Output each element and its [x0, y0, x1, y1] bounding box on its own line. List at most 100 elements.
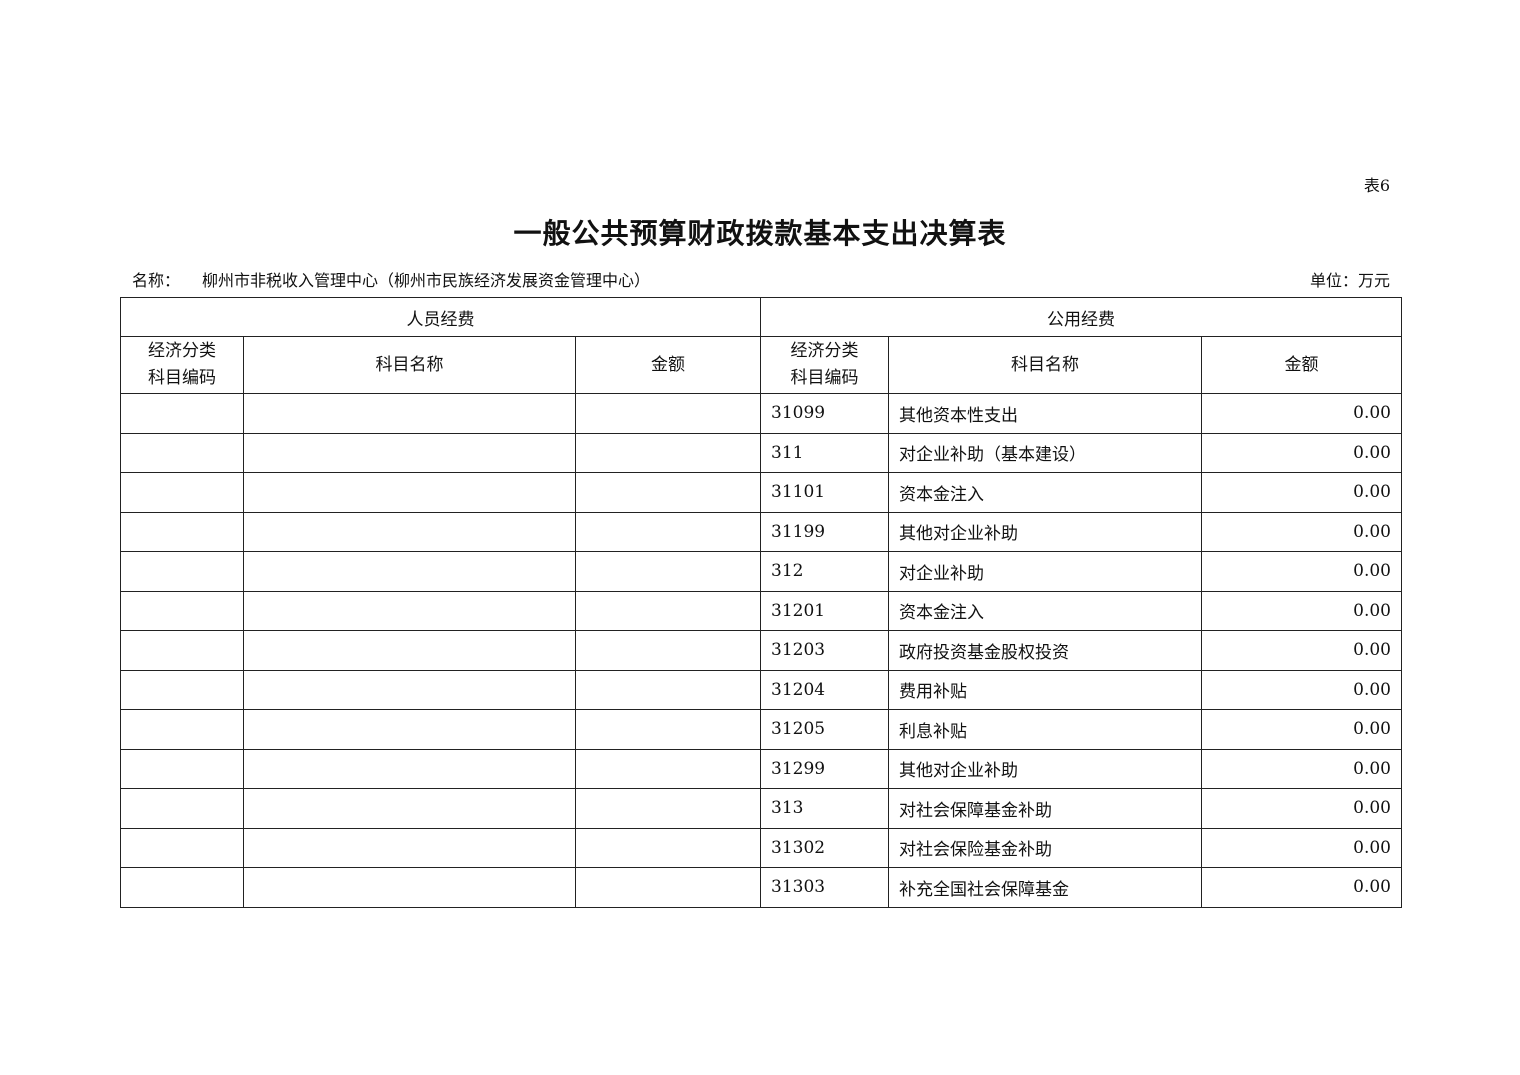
personnel-code-cell	[120, 393, 244, 434]
organization: 名称： 柳州市非税收入管理中心（柳州市民族经济发展资金管理中心）	[132, 267, 650, 291]
public-name-cell: 对企业补助（基本建设）	[888, 432, 1202, 473]
personnel-name-cell	[243, 788, 576, 829]
public-amount-cell: 0.00	[1201, 630, 1402, 671]
expenditure-table: 人员经费 公用经费 经济分类 科目编码 科目名称 金额 经济分类 科目编码 科目名称…	[120, 297, 1402, 908]
col-code-line1: 经济分类	[790, 341, 859, 361]
personnel-amount-cell	[575, 867, 761, 908]
table-row: 31204 费用补贴 0.00	[120, 669, 1402, 710]
col-code-personnel: 经济分类 科目编码	[120, 336, 244, 394]
personnel-name-cell	[243, 867, 576, 908]
personnel-code-cell	[120, 788, 244, 829]
col-name-public: 科目名称	[888, 336, 1202, 394]
public-amount-cell: 0.00	[1201, 748, 1402, 789]
public-amount-cell: 0.00	[1201, 788, 1402, 829]
public-name-cell: 资本金注入	[888, 472, 1202, 513]
public-amount-cell: 0.00	[1201, 827, 1402, 868]
public-code-cell: 31204	[760, 669, 889, 710]
table-row: 31299 其他对企业补助 0.00	[120, 748, 1402, 789]
public-name-cell: 对社会保障基金补助	[888, 788, 1202, 829]
personnel-code-cell	[120, 551, 244, 592]
personnel-amount-cell	[575, 827, 761, 868]
personnel-amount-cell	[575, 788, 761, 829]
public-code-cell: 31099	[760, 393, 889, 434]
table-number: 表6	[1363, 176, 1390, 195]
public-amount-cell: 0.00	[1201, 709, 1402, 750]
personnel-name-cell	[243, 630, 576, 671]
personnel-amount-cell	[575, 551, 761, 592]
table-row: 31099 其他资本性支出 0.00	[120, 393, 1402, 434]
personnel-amount-cell	[575, 393, 761, 434]
public-code-cell: 31303	[760, 867, 889, 908]
public-amount-cell: 0.00	[1201, 669, 1402, 710]
col-code-line2: 科目编码	[790, 368, 859, 388]
public-amount-cell: 0.00	[1201, 393, 1402, 434]
public-code-cell: 31201	[760, 590, 889, 631]
personnel-name-cell	[243, 393, 576, 434]
public-amount-cell: 0.00	[1201, 867, 1402, 908]
table-row: 31303 补充全国社会保障基金 0.00	[120, 867, 1402, 908]
personnel-amount-cell	[575, 709, 761, 750]
personnel-code-cell	[120, 709, 244, 750]
public-amount-cell: 0.00	[1201, 511, 1402, 552]
public-code-cell: 31101	[760, 472, 889, 513]
personnel-code-cell	[120, 669, 244, 710]
col-code-line1: 经济分类	[148, 341, 216, 361]
personnel-code-cell	[120, 511, 244, 552]
col-code-public: 经济分类 科目编码	[760, 336, 889, 394]
personnel-amount-cell	[575, 669, 761, 710]
personnel-amount-cell	[575, 432, 761, 473]
org-label: 名称：	[132, 271, 181, 290]
public-amount-cell: 0.00	[1201, 472, 1402, 513]
personnel-amount-cell	[575, 511, 761, 552]
public-name-cell: 费用补贴	[888, 669, 1202, 710]
public-amount-cell: 0.00	[1201, 590, 1402, 631]
public-name-cell: 补充全国社会保障基金	[888, 867, 1202, 908]
public-name-cell: 其他对企业补助	[888, 748, 1202, 789]
personnel-amount-cell	[575, 630, 761, 671]
public-name-cell: 利息补贴	[888, 709, 1202, 750]
public-name-cell: 政府投资基金股权投资	[888, 630, 1202, 671]
personnel-name-cell	[243, 472, 576, 513]
public-name-cell: 资本金注入	[888, 590, 1202, 631]
public-amount-cell: 0.00	[1201, 551, 1402, 592]
public-name-cell: 其他对企业补助	[888, 511, 1202, 552]
public-code-cell: 311	[760, 432, 889, 473]
col-amount-public: 金额	[1201, 336, 1402, 394]
unit-label: 单位：万元	[1309, 271, 1390, 290]
personnel-name-cell	[243, 827, 576, 868]
personnel-code-cell	[120, 827, 244, 868]
page-title: 一般公共预算财政拨款基本支出决算表	[513, 217, 1007, 250]
personnel-name-cell	[243, 511, 576, 552]
table-row: 31203 政府投资基金股权投资 0.00	[120, 630, 1402, 671]
personnel-name-cell	[243, 748, 576, 789]
group-personnel: 人员经费	[120, 297, 761, 337]
public-code-cell: 312	[760, 551, 889, 592]
table-row: 31101 资本金注入 0.00	[120, 472, 1402, 513]
public-code-cell: 313	[760, 788, 889, 829]
org-name: 柳州市非税收入管理中心（柳州市民族经济发展资金管理中心）	[202, 271, 651, 290]
personnel-code-cell	[120, 630, 244, 671]
col-amount-personnel: 金额	[575, 336, 761, 394]
table-row: 31205 利息补贴 0.00	[120, 709, 1402, 750]
public-amount-cell: 0.00	[1201, 432, 1402, 473]
personnel-name-cell	[243, 432, 576, 473]
public-code-cell: 31299	[760, 748, 889, 789]
personnel-code-cell	[120, 472, 244, 513]
col-code-line2: 科目编码	[148, 368, 216, 388]
public-code-cell: 31199	[760, 511, 889, 552]
personnel-amount-cell	[575, 748, 761, 789]
col-name-personnel: 科目名称	[243, 336, 576, 394]
personnel-name-cell	[243, 669, 576, 710]
table-row: 313 对社会保障基金补助 0.00	[120, 788, 1402, 829]
table-row: 31201 资本金注入 0.00	[120, 590, 1402, 631]
personnel-code-cell	[120, 432, 244, 473]
table-row: 31302 对社会保险基金补助 0.00	[120, 827, 1402, 868]
personnel-name-cell	[243, 590, 576, 631]
table-row: 31199 其他对企业补助 0.00	[120, 511, 1402, 552]
personnel-amount-cell	[575, 472, 761, 513]
public-name-cell: 其他资本性支出	[888, 393, 1202, 434]
table-row: 312 对企业补助 0.00	[120, 551, 1402, 592]
personnel-name-cell	[243, 709, 576, 750]
public-name-cell: 对社会保险基金补助	[888, 827, 1202, 868]
public-name-cell: 对企业补助	[888, 551, 1202, 592]
